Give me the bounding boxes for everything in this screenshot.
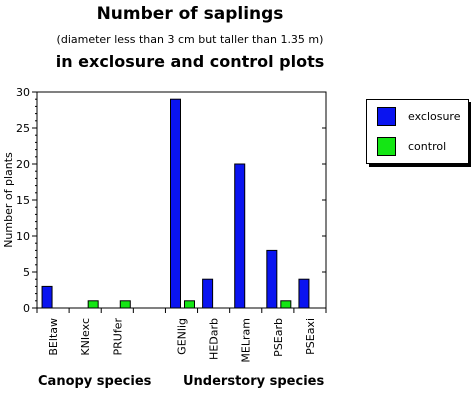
bar-exclosure-PSEarb: [266, 249, 278, 309]
y-tick-label-15: 15: [16, 194, 30, 207]
chart-title: Number of saplings: [96, 4, 284, 24]
bar-exclosure-BEltaw: [41, 285, 53, 309]
bar-control-PSEarb: [280, 300, 292, 309]
bar-exclosure-HEDarb: [202, 278, 214, 309]
y-tick-label-0: 0: [23, 302, 30, 315]
y-tick-label-5: 5: [23, 266, 30, 279]
group-label-canopy: Canopy species: [38, 374, 152, 389]
chart-subtitle: (diameter less than 3 cm but taller than…: [56, 33, 324, 46]
legend-label-exclosure: exclosure: [408, 109, 461, 123]
bar-exclosure-MELram: [234, 163, 246, 309]
y-tick-label-30: 30: [16, 86, 30, 99]
bar-control-PRUfer: [119, 300, 131, 309]
x-tick-label-PRUfer: PRUfer: [111, 318, 124, 356]
legend-item-control: control: [377, 136, 446, 156]
legend-item-exclosure: exclosure: [377, 106, 460, 126]
bar-exclosure-PSEaxi: [298, 278, 310, 309]
y-tick-label-25: 25: [16, 122, 30, 135]
plot-frame: [36, 91, 327, 309]
legend: exclosure control: [366, 99, 469, 164]
x-tick-label-PSEaxi: PSEaxi: [304, 318, 317, 355]
y-tick-label-10: 10: [16, 230, 30, 243]
x-tick-label-MELram: MELram: [240, 318, 253, 363]
x-tick-label-HEDarb: HEDarb: [208, 318, 221, 360]
bar-control-GENlig: [184, 300, 195, 309]
x-tick-label-BEltaw: BEltaw: [47, 318, 60, 356]
group-label-understory: Understory species: [183, 374, 325, 389]
bar-exclosure-GENlig: [170, 98, 181, 309]
chart-title-second-line: in exclosure and control plots: [55, 52, 325, 71]
legend-swatch-control: [377, 136, 396, 156]
legend-label-control: control: [408, 139, 447, 153]
y-tick-label-20: 20: [16, 158, 30, 171]
bar-control-KNIexc: [87, 300, 99, 309]
x-tick-label-PSEarb: PSEarb: [272, 318, 285, 357]
y-axis-title: Number of plants: [2, 152, 15, 248]
x-tick-label-KNIexc: KNIexc: [79, 318, 92, 356]
x-tick-label-GENlig: GENlig: [176, 318, 189, 355]
legend-swatch-exclosure: [377, 106, 396, 126]
